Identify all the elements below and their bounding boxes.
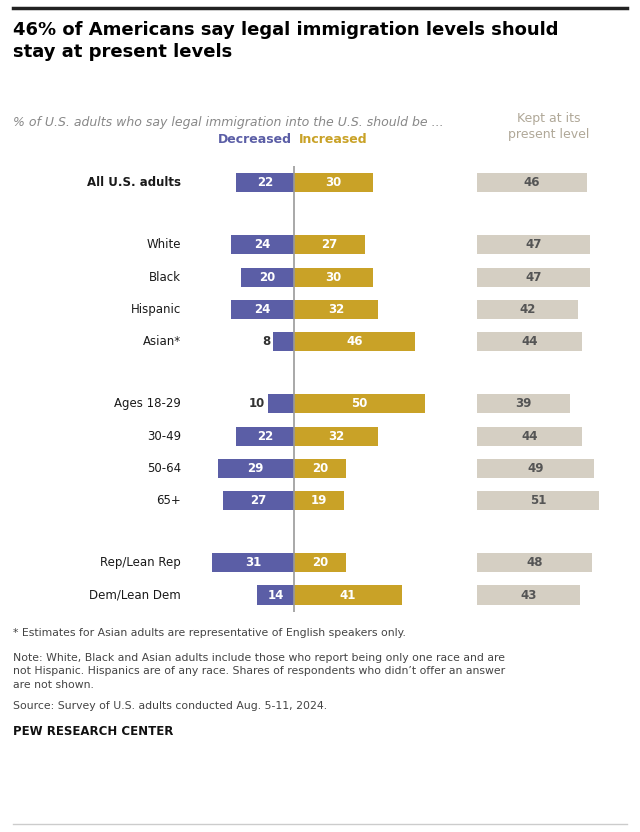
- Text: 39: 39: [515, 397, 532, 410]
- Text: 27: 27: [250, 494, 266, 508]
- Text: * Estimates for Asian adults are representative of English speakers only.: * Estimates for Asian adults are represe…: [13, 628, 406, 638]
- Text: 47: 47: [525, 238, 541, 251]
- Text: 30: 30: [325, 270, 341, 284]
- Text: Increased: Increased: [299, 132, 367, 146]
- Text: 50: 50: [351, 397, 368, 410]
- Bar: [477, 394, 570, 414]
- Text: 14: 14: [268, 588, 284, 602]
- Bar: [477, 300, 577, 319]
- Bar: [294, 235, 365, 255]
- Bar: [294, 586, 402, 605]
- Text: 24: 24: [254, 238, 271, 251]
- Text: 30-49: 30-49: [147, 429, 181, 443]
- Bar: [236, 427, 294, 446]
- Text: 20: 20: [312, 462, 328, 475]
- Bar: [477, 332, 582, 351]
- Text: Asian*: Asian*: [143, 335, 181, 349]
- Text: 32: 32: [328, 429, 344, 443]
- Text: 27: 27: [321, 238, 337, 251]
- Text: Black: Black: [149, 270, 181, 284]
- Bar: [257, 586, 294, 605]
- Bar: [477, 553, 592, 572]
- Bar: [294, 491, 344, 510]
- Bar: [218, 459, 294, 478]
- Text: 51: 51: [530, 494, 546, 508]
- Text: Ages 18-29: Ages 18-29: [115, 397, 181, 410]
- Text: All U.S. adults: All U.S. adults: [87, 176, 181, 190]
- Bar: [294, 268, 372, 287]
- Text: % of U.S. adults who say legal immigration into the U.S. should be ...: % of U.S. adults who say legal immigrati…: [13, 116, 444, 130]
- Text: 44: 44: [522, 335, 538, 349]
- Bar: [477, 491, 599, 510]
- Text: Hispanic: Hispanic: [131, 303, 181, 316]
- Text: Rep/Lean Rep: Rep/Lean Rep: [100, 556, 181, 569]
- Text: Kept at its
present level: Kept at its present level: [508, 112, 589, 141]
- Text: 20: 20: [312, 556, 328, 569]
- Text: 42: 42: [519, 303, 536, 316]
- Text: 48: 48: [526, 556, 543, 569]
- Bar: [477, 268, 589, 287]
- Bar: [294, 553, 346, 572]
- Text: 20: 20: [259, 270, 276, 284]
- Text: Decreased: Decreased: [218, 132, 291, 146]
- Text: 46% of Americans say legal immigration levels should
stay at present levels: 46% of Americans say legal immigration l…: [13, 21, 558, 61]
- Text: 32: 32: [328, 303, 344, 316]
- Text: Dem/Lean Dem: Dem/Lean Dem: [90, 588, 181, 602]
- Bar: [294, 173, 372, 192]
- Bar: [477, 427, 582, 446]
- Bar: [241, 268, 294, 287]
- Text: 22: 22: [257, 429, 273, 443]
- Text: 10: 10: [249, 397, 265, 410]
- Bar: [236, 173, 294, 192]
- Text: 8: 8: [262, 335, 270, 349]
- Bar: [294, 427, 378, 446]
- Text: 24: 24: [254, 303, 271, 316]
- Bar: [477, 586, 580, 605]
- Bar: [477, 459, 595, 478]
- Bar: [294, 300, 378, 319]
- Bar: [231, 300, 294, 319]
- Text: 47: 47: [525, 270, 541, 284]
- Text: 46: 46: [524, 176, 540, 190]
- Bar: [294, 394, 425, 414]
- Text: 19: 19: [310, 494, 327, 508]
- Text: PEW RESEARCH CENTER: PEW RESEARCH CENTER: [13, 725, 173, 738]
- Text: 50-64: 50-64: [147, 462, 181, 475]
- Text: 30: 30: [325, 176, 341, 190]
- Text: 29: 29: [248, 462, 264, 475]
- Text: Note: White, Black and Asian adults include those who report being only one race: Note: White, Black and Asian adults incl…: [13, 653, 505, 690]
- Bar: [223, 491, 294, 510]
- Text: White: White: [147, 238, 181, 251]
- Text: 22: 22: [257, 176, 273, 190]
- Bar: [273, 332, 294, 351]
- Text: Source: Survey of U.S. adults conducted Aug. 5-11, 2024.: Source: Survey of U.S. adults conducted …: [13, 701, 327, 711]
- Text: 31: 31: [245, 556, 261, 569]
- Bar: [231, 235, 294, 255]
- Text: 44: 44: [522, 429, 538, 443]
- Bar: [268, 394, 294, 414]
- Text: 41: 41: [340, 588, 356, 602]
- Bar: [477, 235, 589, 255]
- Text: 49: 49: [527, 462, 544, 475]
- Text: 46: 46: [346, 335, 363, 349]
- Text: 65+: 65+: [156, 494, 181, 508]
- Text: 43: 43: [520, 588, 536, 602]
- Bar: [294, 459, 346, 478]
- Bar: [477, 173, 588, 192]
- Bar: [212, 553, 294, 572]
- Bar: [294, 332, 415, 351]
